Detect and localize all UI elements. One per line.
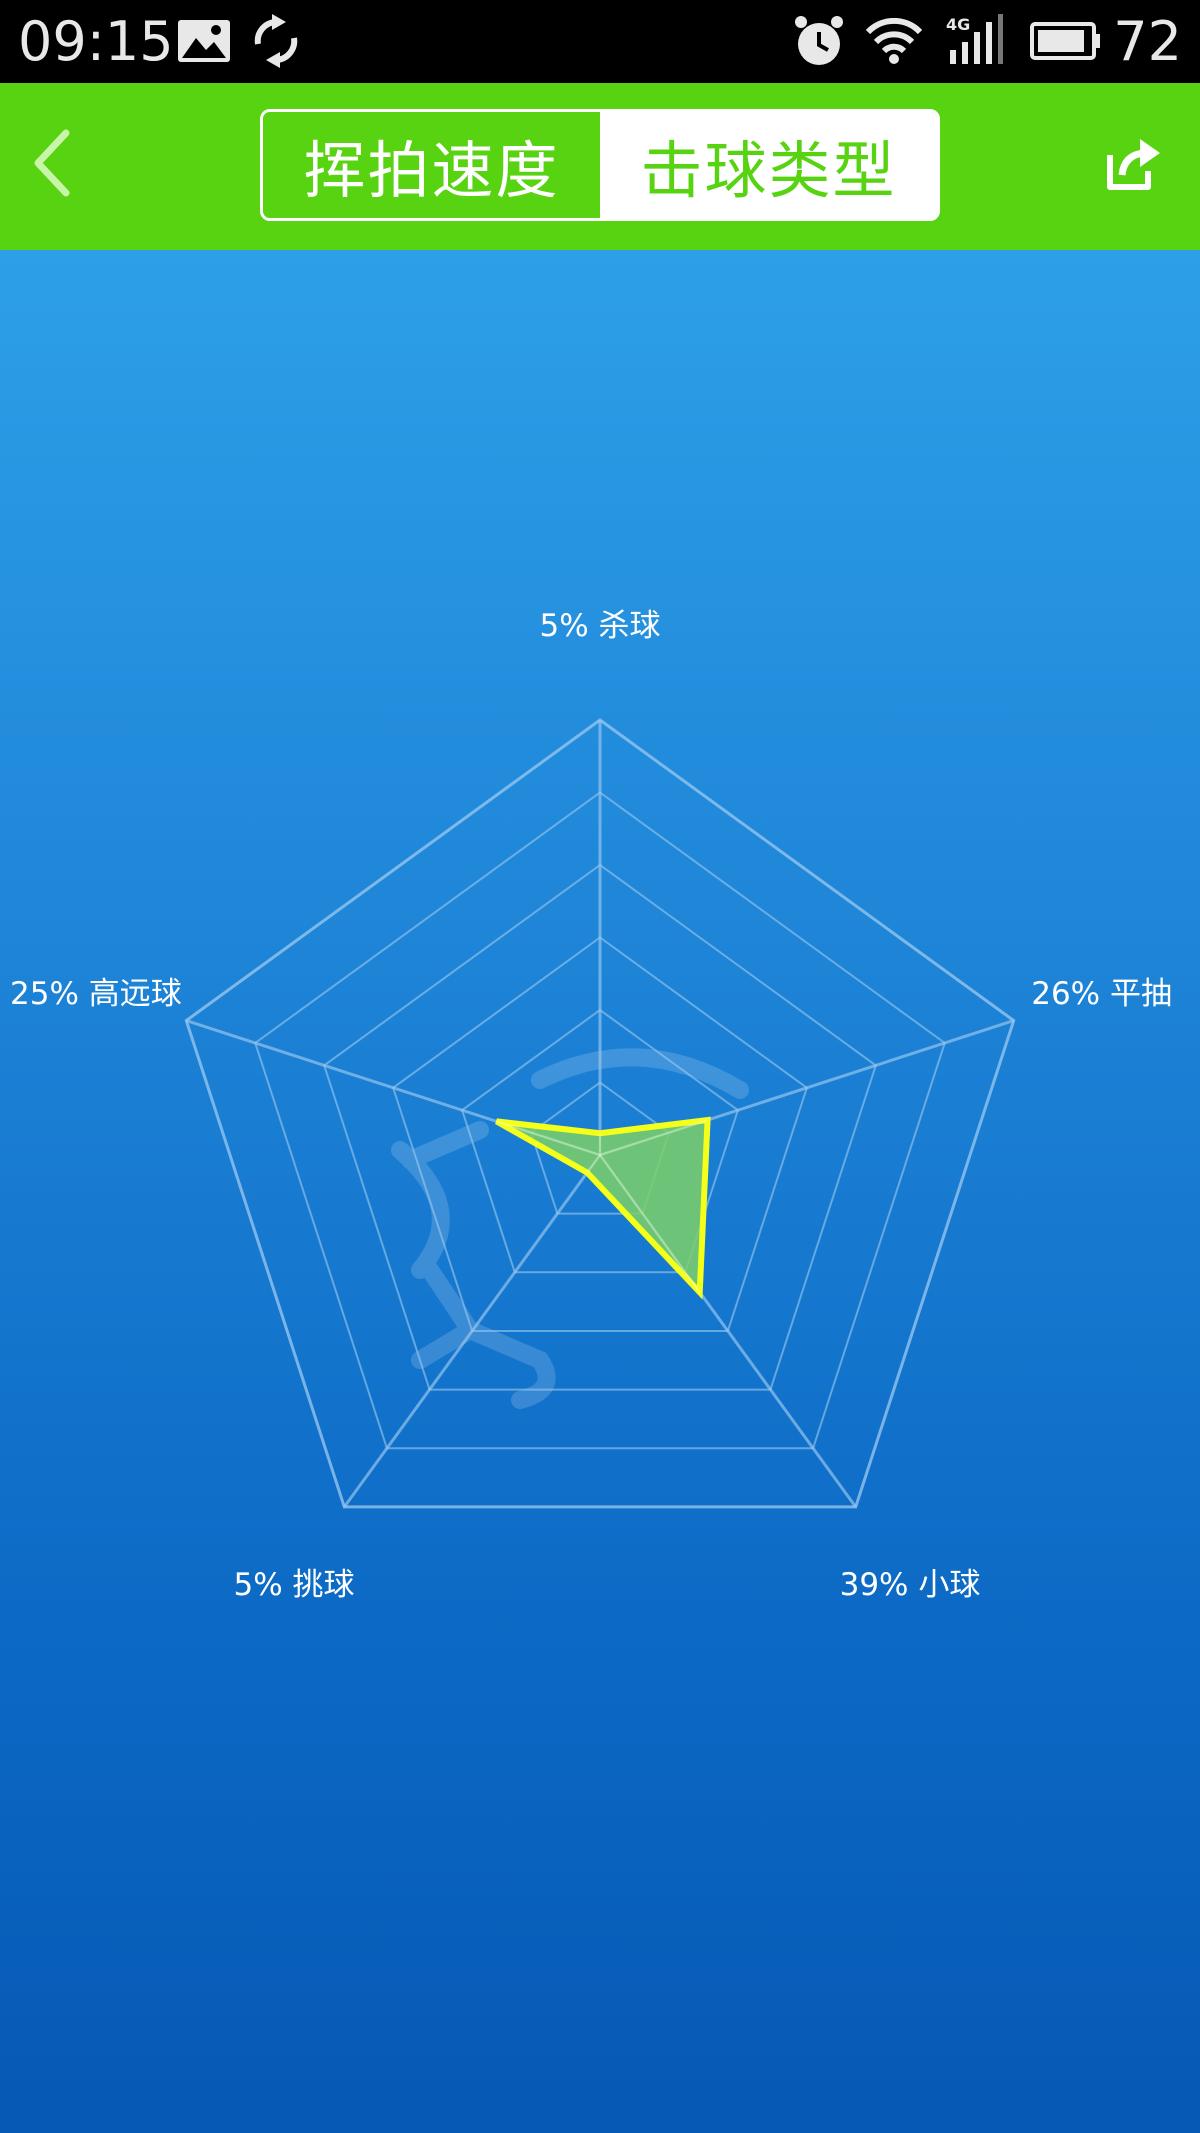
grid-ring-2 [460, 1008, 740, 1274]
radar-labels: 5% 杀球 26% 平抽 39% 小球 5% 挑球 25% 高远球 [10, 608, 1172, 1603]
sync-icon [254, 14, 298, 68]
status-bar: 09:15 4G 72 [0, 0, 1200, 83]
app-bar: 挥拍速度 击球类型 [0, 83, 1200, 250]
series-area [495, 1116, 711, 1300]
signal-4g-icon: 4G [946, 14, 1003, 64]
radar-series [495, 1116, 711, 1300]
battery-level: 72 [1113, 10, 1182, 73]
back-arrow-icon[interactable] [22, 123, 82, 203]
watermark-figure [391, 1048, 749, 1409]
tab-stroke-type[interactable]: 击球类型 [600, 112, 937, 218]
series-spoke-4 [496, 1120, 601, 1156]
battery-icon [1030, 22, 1100, 60]
tab-switcher: 挥拍速度 击球类型 [260, 109, 940, 221]
alarm-icon [795, 16, 843, 65]
share-icon[interactable] [1104, 135, 1162, 193]
tab-swing-speed[interactable]: 挥拍速度 [263, 112, 600, 218]
series-spoke-3 [586, 1154, 601, 1174]
axis-label-drive: 26% 平抽 [1031, 976, 1172, 1012]
axis-label-smash: 5% 杀球 [539, 608, 660, 644]
wifi-icon [866, 18, 922, 64]
grid-ring-4 [323, 863, 877, 1391]
image-icon [178, 20, 230, 62]
chart-area: 5% 杀球 26% 平抽 39% 小球 5% 挑球 25% 高远球 [0, 250, 1200, 2133]
grid-ring-6 [184, 718, 1016, 1509]
axis-line-3 [343, 1154, 602, 1508]
grid-ring-5 [254, 791, 946, 1450]
status-time: 09:15 [18, 10, 174, 73]
axis-label-lift: 5% 挑球 [233, 1567, 354, 1603]
series-spoke-1 [599, 1119, 708, 1156]
axis-label-clear: 25% 高远球 [10, 976, 182, 1012]
radar-chart: 5% 杀球 26% 平抽 39% 小球 5% 挑球 25% 高远球 [10, 608, 1172, 1603]
grid-ring-3 [391, 936, 809, 1332]
series-spoke-2 [599, 1154, 701, 1293]
svg-text:4G: 4G [946, 15, 970, 34]
axis-label-drop: 39% 小球 [840, 1567, 981, 1603]
